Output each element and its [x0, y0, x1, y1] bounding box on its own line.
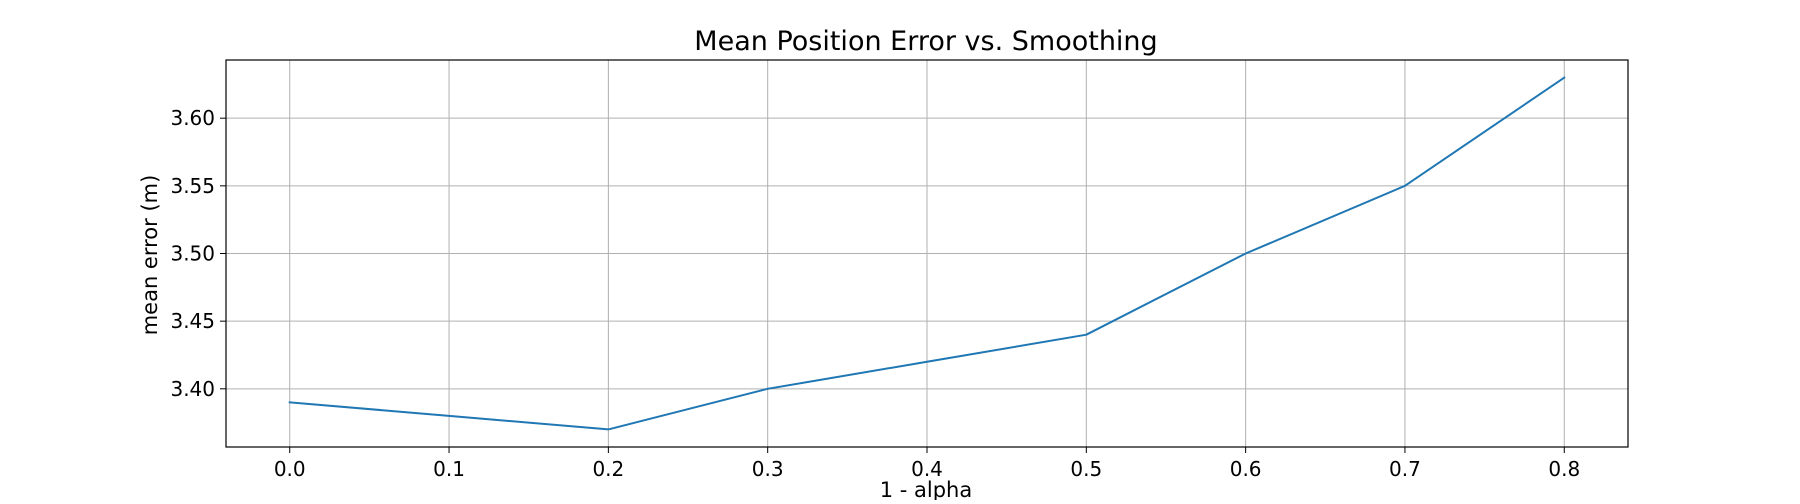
x-tick-label: 0.3: [752, 457, 784, 481]
x-tick-label: 0.1: [433, 457, 465, 481]
series-layer: [288, 76, 1566, 431]
x-tick-label: 0.8: [1548, 457, 1580, 481]
y-tick-label: 3.50: [170, 242, 215, 266]
y-axis-ticks: 3.40 3.45 3.50 3.55 3.60: [170, 106, 226, 401]
x-tick-label: 0.7: [1389, 457, 1421, 481]
x-tick-label: 0.4: [911, 457, 943, 481]
grid: [226, 60, 1628, 447]
y-tick-label: 3.55: [170, 174, 215, 198]
x-tick-label: 0.6: [1230, 457, 1262, 481]
y-axis-label: mean error (m): [138, 175, 162, 336]
series-line: [288, 76, 1566, 431]
chart-title: Mean Position Error vs. Smoothing: [694, 26, 1157, 57]
y-tick-label: 3.60: [170, 106, 215, 130]
x-tick-label: 0.5: [1070, 457, 1102, 481]
x-axis-ticks: 0.0 0.1 0.2 0.3 0.4 0.5 0.6 0.7 0.8: [274, 447, 1580, 481]
x-tick-label: 0.0: [274, 457, 306, 481]
y-tick-label: 3.45: [170, 309, 215, 333]
x-axis-label: 1 - alpha: [880, 478, 973, 500]
y-tick-label: 3.40: [170, 377, 215, 401]
x-tick-label: 0.2: [592, 457, 624, 481]
